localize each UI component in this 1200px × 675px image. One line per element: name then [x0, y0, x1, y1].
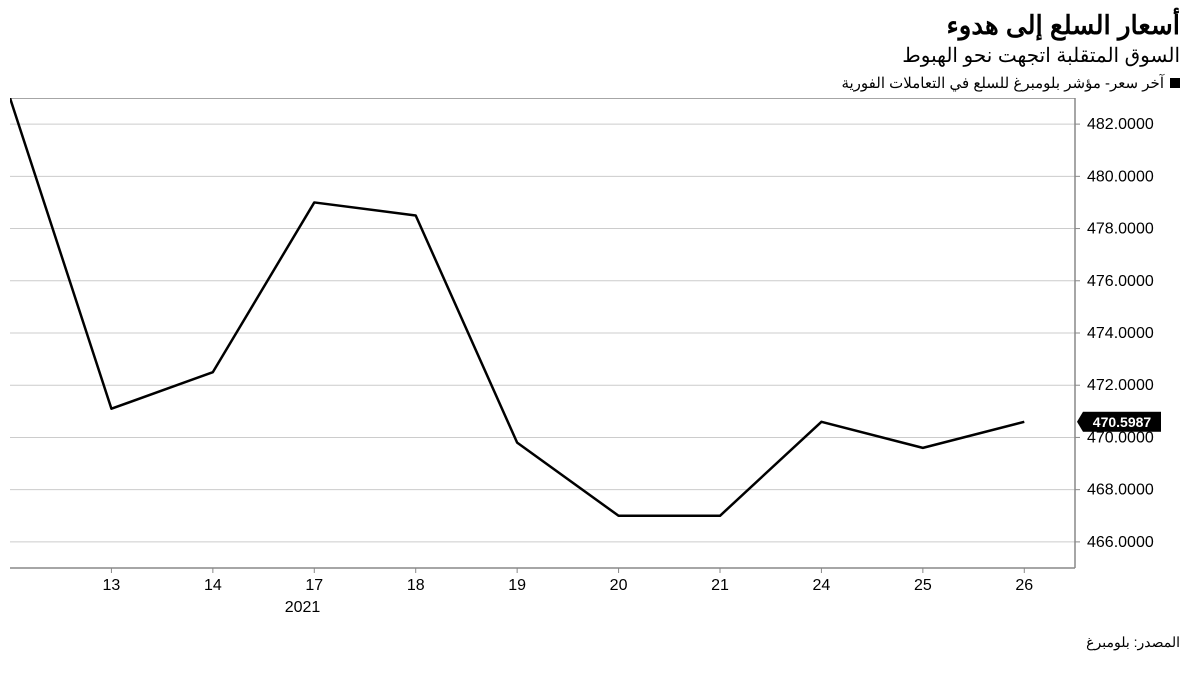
svg-text:13: 13 [103, 577, 121, 594]
svg-text:24: 24 [813, 577, 831, 594]
svg-text:470.5987: 470.5987 [1093, 414, 1152, 430]
svg-text:21: 21 [711, 577, 729, 594]
svg-text:466.0000: 466.0000 [1087, 534, 1154, 551]
svg-text:482.0000: 482.0000 [1087, 116, 1154, 133]
svg-text:480.0000: 480.0000 [1087, 168, 1154, 185]
chart-title: أسعار السلع إلى هدوء [10, 10, 1180, 41]
legend-text: آخر سعر- مؤشر بلومبرغ للسلع في التعاملات… [841, 74, 1164, 92]
svg-text:25: 25 [914, 577, 932, 594]
svg-text:18: 18 [407, 577, 425, 594]
svg-text:17: 17 [305, 577, 323, 594]
svg-text:476.0000: 476.0000 [1087, 273, 1154, 290]
svg-text:468.0000: 468.0000 [1087, 482, 1154, 499]
svg-text:20: 20 [610, 577, 628, 594]
svg-text:472.0000: 472.0000 [1087, 377, 1154, 394]
svg-text:470.0000: 470.0000 [1087, 429, 1154, 446]
svg-text:26: 26 [1015, 577, 1033, 594]
chart-source: المصدر: بلومبرغ [10, 634, 1180, 651]
legend: آخر سعر- مؤشر بلومبرغ للسلع في التعاملات… [10, 74, 1180, 92]
svg-text:2021: 2021 [285, 599, 321, 616]
svg-text:14: 14 [204, 577, 222, 594]
chart-subtitle: السوق المتقلبة اتجهت نحو الهبوط [10, 43, 1180, 68]
price-line-chart: 466.0000 468.0000 470.0000 472.0000 474.0000… [10, 98, 1180, 628]
svg-text:478.0000: 478.0000 [1087, 221, 1154, 238]
legend-marker-icon [1170, 78, 1180, 88]
svg-text:474.0000: 474.0000 [1087, 325, 1154, 342]
svg-text:19: 19 [508, 577, 526, 594]
